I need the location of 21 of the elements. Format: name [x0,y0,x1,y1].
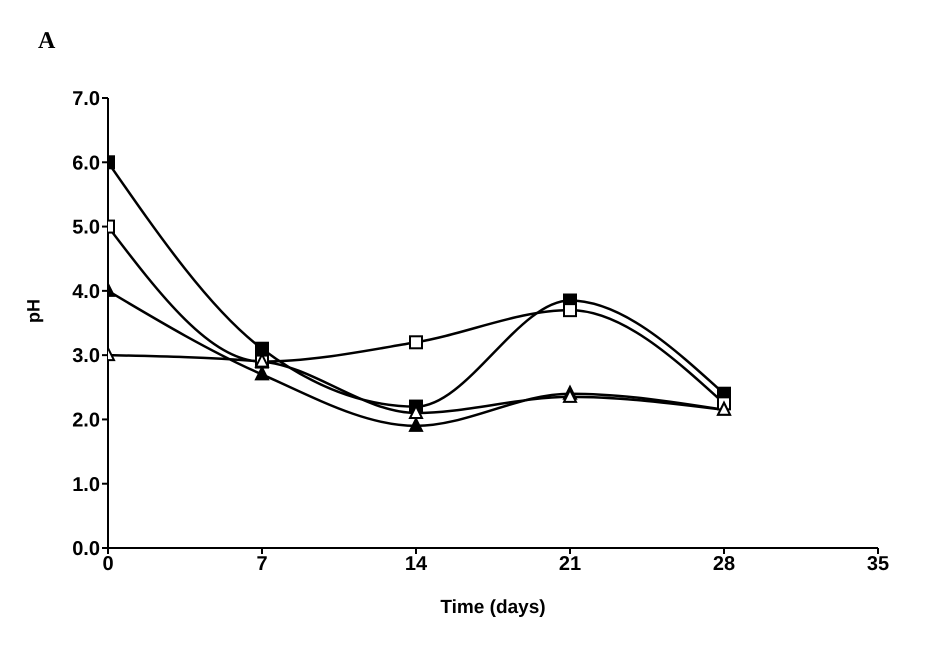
y-tick-label: 6.0 [72,152,100,174]
y-tick-label: 1.0 [72,474,100,496]
chart-title: A [38,28,56,55]
x-tick-label: 35 [866,553,890,576]
y-tick-label: 7.0 [72,88,100,110]
y-tick-label: 5.0 [72,216,100,239]
y-tick-label: 3.0 [72,345,100,368]
point [563,303,577,318]
x-tick-label: 21 [558,553,582,576]
point [409,335,423,350]
y-tick-label: 2.0 [72,410,100,432]
x-tick-label: 14 [404,553,428,576]
x-tick-label: 28 [712,553,736,576]
point [409,418,423,432]
y-tick-label: 0.0 [72,538,100,560]
x-axis-title: Time (days) [440,597,546,618]
x-tick-label: 7 [256,553,268,576]
x-tick-label: 0 [102,553,114,576]
y-axis-title: pH [23,299,44,323]
point [255,342,269,356]
y-tick-label: 4.0 [72,280,100,303]
